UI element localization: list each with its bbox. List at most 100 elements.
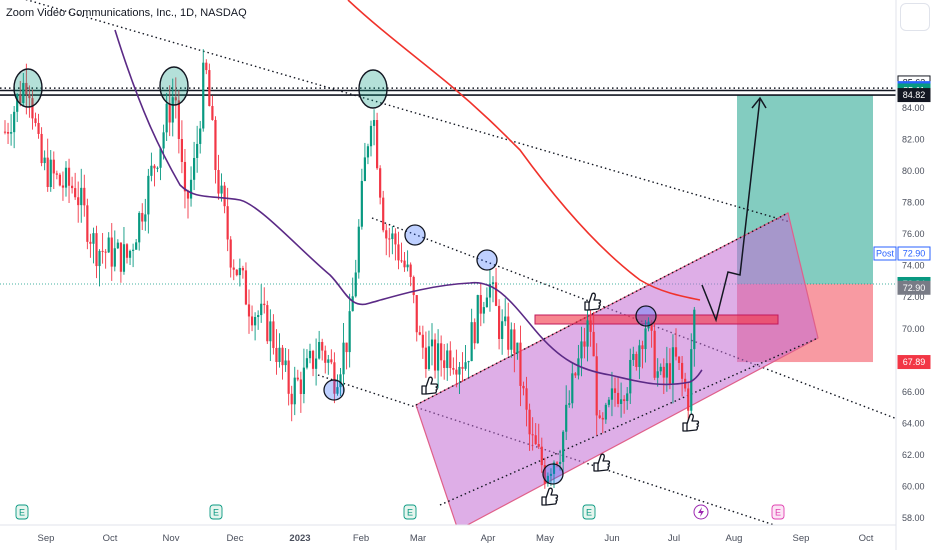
bullish-candle [135,238,138,250]
bearish-candle [58,172,61,187]
bullish-candle [16,93,19,123]
candle-body [223,185,226,207]
bearish-candle [95,225,98,279]
candle-body [391,233,394,240]
candle-body [199,128,202,144]
bullish-candle [260,284,263,323]
bearish-candle [67,158,71,203]
candle-body [348,311,351,353]
bullish-candle [315,338,318,386]
candle-body [260,303,263,316]
candle-body [635,353,638,367]
post-value-bg [897,246,931,261]
candle-body [138,212,141,243]
resistance-touch-circle [358,69,388,109]
candle-body [559,461,562,464]
bearish-candle [83,174,86,217]
candle-body [104,251,107,253]
moving-average-long [347,0,701,301]
bullish-candle [357,219,360,279]
candle-body [690,349,693,411]
candle-body [443,360,446,368]
candle-body [354,272,357,297]
candle-body [394,233,397,245]
candle-body [257,315,260,318]
earnings-label: E [213,508,219,518]
bearish-candle [77,181,80,223]
candle-body [458,366,461,375]
candle-body [177,100,180,140]
bearish-candle [525,376,528,427]
candle-body [214,119,217,170]
bearish-candle [101,233,104,264]
bearish-candle [104,249,107,269]
bullish-candle [504,298,507,326]
bullish-candle [342,322,345,393]
candle-body [226,206,229,240]
candle-body [110,237,113,267]
earnings-label: E [586,508,592,518]
candle-body [58,174,61,186]
candle-body [629,359,632,394]
candle-body [400,260,403,262]
bearish-candle [635,351,638,371]
bearish-candle [623,395,626,414]
candle-body [64,167,68,188]
candle-body [235,269,238,276]
bullish-candle [113,230,116,272]
bullish-candle [659,363,662,376]
bullish-candle [156,166,159,173]
chart-panel-button[interactable] [900,3,930,31]
bullish-candle [128,249,132,266]
candle-body [577,358,580,376]
candle-body [574,373,577,376]
bearish-candle [46,138,49,192]
bullish-candle [348,293,351,368]
bullish-candle [577,344,580,380]
bullish-candle [138,211,141,251]
candle-body [555,462,559,464]
price-tick-label: 78.00 [902,198,925,208]
candle-body [607,399,610,405]
bearish-candle [205,59,208,75]
candle-body [446,350,449,368]
candle-body [406,264,409,268]
candle-body [540,446,543,466]
candle-body [397,244,400,261]
candle-body [501,321,504,339]
candle-body [74,188,77,198]
bullish-candle [586,301,589,362]
thumbs-up-icon [682,413,700,432]
candle-body [162,132,165,149]
time-tick-label: Oct [859,533,874,544]
candle-body [22,82,25,103]
bearish-candle [522,381,525,396]
bearish-candle [290,385,293,422]
candle-body [324,350,327,363]
candle-body [77,197,80,206]
candle-body [562,431,565,462]
candle-body [464,362,467,369]
candle-body [83,187,86,206]
candle-body [61,185,65,188]
candle-body [315,358,318,369]
bearish-candle [653,322,656,381]
candle-body [488,284,492,298]
candle-body [208,70,211,107]
candle-body [427,346,431,370]
candle-body [205,62,208,71]
price-axis[interactable]: 84.00 82.00 80.00 78.00 76.00 74.00 72.00 70.00… [873,0,931,550]
candle-body [498,305,501,339]
candle-body [638,345,641,367]
bearish-candle [208,63,211,107]
bearish-candle [403,252,406,272]
bearish-candle [376,112,379,170]
bearish-candle [266,300,269,344]
candle-body [278,347,281,363]
bearish-candle [287,349,290,406]
candle-body [516,342,519,354]
candle-body [360,180,363,227]
bullish-candle [693,306,696,367]
bearish-candle [421,325,424,359]
